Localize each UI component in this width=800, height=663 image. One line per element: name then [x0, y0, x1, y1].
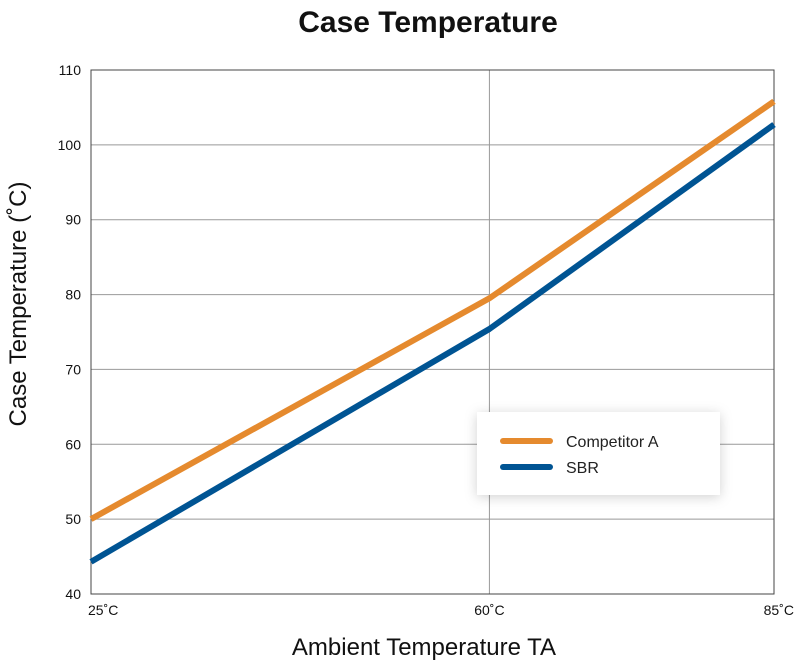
chart-title: Case Temperature	[298, 6, 558, 39]
grid	[91, 70, 774, 594]
series-line-competitor-a	[89, 98, 776, 522]
y-tick-label: 50	[65, 511, 81, 527]
legend-label-competitor-a: Competitor A	[566, 434, 659, 451]
legend: Competitor A SBR	[477, 412, 720, 495]
x-tick-label: 60˚C	[474, 602, 504, 618]
y-tick-label: 70	[65, 361, 81, 377]
x-tick-label: 85˚C	[764, 602, 794, 618]
x-tick-label: 25˚C	[88, 602, 118, 618]
y-axis-ticks: 40 50 60 70 80 90 100 110	[58, 62, 82, 602]
y-tick-label: 60	[65, 436, 81, 452]
x-axis-ticks: 25˚C 60˚C 85˚C	[88, 602, 794, 618]
y-tick-label: 80	[65, 287, 81, 303]
y-tick-label: 110	[59, 62, 82, 78]
legend-box	[477, 412, 720, 495]
legend-label-sbr: SBR	[566, 460, 599, 477]
y-tick-label: 100	[58, 137, 82, 153]
series-group	[89, 98, 776, 565]
y-tick-label: 90	[65, 212, 81, 228]
x-axis-title: Ambient Temperature TA	[292, 634, 556, 661]
series-line-sbr	[89, 122, 776, 565]
y-tick-label: 40	[65, 586, 81, 602]
y-axis-title: Case Temperature (˚C)	[5, 182, 32, 427]
plot-frame	[90, 69, 775, 595]
